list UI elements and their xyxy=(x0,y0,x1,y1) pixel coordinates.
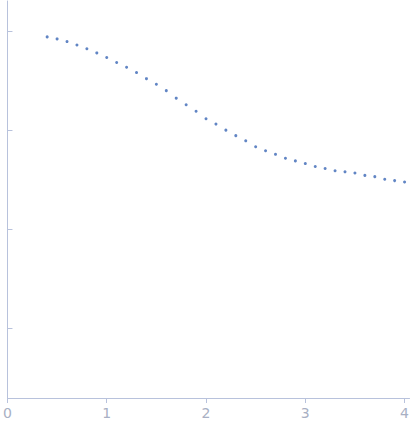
svg-text:0: 0 xyxy=(3,405,12,421)
svg-text:2: 2 xyxy=(202,405,211,421)
svg-text:4: 4 xyxy=(400,405,409,421)
svg-text:3: 3 xyxy=(301,405,310,421)
svg-text:1: 1 xyxy=(102,405,111,421)
